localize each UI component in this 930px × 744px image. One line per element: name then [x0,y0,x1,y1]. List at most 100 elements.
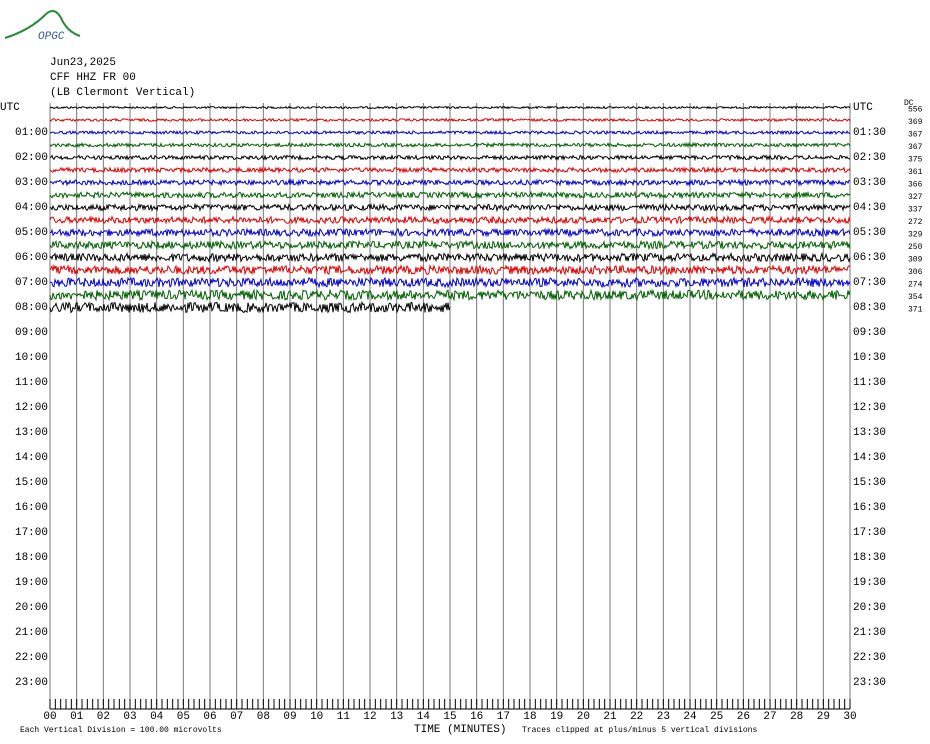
right-label: 22:30 [853,652,886,664]
x-tick-label: 03 [123,711,136,723]
dc-value: 327 [908,193,923,202]
dc-value: 306 [908,268,923,277]
right-label: 06:30 [853,252,886,264]
right-label: 10:30 [853,352,886,364]
left-label: 20:00 [15,602,48,614]
x-tick-label: 00 [43,711,56,723]
right-label: 23:30 [853,677,886,689]
right-label: 14:30 [853,452,886,464]
trace [49,178,851,187]
left-label: 06:00 [15,252,48,264]
trace [49,239,851,251]
trace [49,153,851,162]
right-label: 20:30 [853,602,886,614]
trace [49,141,851,149]
right-label: 17:30 [853,527,886,539]
right-label: 07:30 [853,277,886,289]
trace [49,288,851,302]
x-tick-label: 13 [390,711,403,723]
x-tick-label: 24 [683,711,697,723]
trace [49,300,451,314]
logo: OPGC [38,31,65,43]
left-label: 18:00 [15,552,48,564]
dc-value: 366 [908,181,923,190]
right-label: 19:30 [853,577,886,589]
right-label: 11:30 [853,377,886,389]
x-tick-label: 01 [70,711,84,723]
left-label: 13:00 [15,427,48,439]
left-label: 07:00 [15,277,48,289]
x-tick-label: 27 [763,711,776,723]
left-label: 15:00 [15,477,48,489]
right-label: 08:30 [853,302,886,314]
date: Jun23,2025 [50,57,116,69]
left-label: 11:00 [15,377,48,389]
right-label: UTC [853,102,873,114]
left-label: 21:00 [15,627,48,639]
x-tick-label: 26 [737,711,750,723]
left-label: 22:00 [15,652,48,664]
dc-value: 375 [908,156,923,165]
x-tick-label: 30 [843,711,856,723]
right-label: 18:30 [853,552,886,564]
x-tick-label: 29 [817,711,830,723]
location: (LB Clermont Vertical) [50,87,195,99]
logo-curve [4,10,81,39]
dc-value: 250 [908,243,923,252]
left-label: 03:00 [15,177,48,189]
left-label: UTC [0,102,20,114]
right-label: 09:30 [853,327,886,339]
x-tick-label: 05 [177,711,190,723]
x-tick-label: 09 [283,711,296,723]
x-tick-label: 20 [577,711,590,723]
trace [49,117,851,123]
dc-value: 354 [908,293,923,302]
dc-value: 309 [908,256,923,265]
trace [49,202,851,213]
x-tick-label: 07 [230,711,243,723]
trace [49,276,851,289]
x-tick-label: 04 [150,711,164,723]
right-label: 01:30 [853,127,886,139]
x-tick-label: 25 [710,711,723,723]
station: CFF HHZ FR 00 [50,72,136,84]
right-label: 02:30 [853,152,886,164]
dc-value: 371 [908,306,923,315]
left-label: 04:00 [15,202,48,214]
x-tick-label: 06 [203,711,216,723]
trace [49,129,851,136]
trace [49,190,851,200]
left-label: 12:00 [15,402,48,414]
dc-value: 369 [908,118,923,127]
dc-value: 274 [908,281,923,290]
x-tick-label: 02 [97,711,110,723]
right-label: 15:30 [853,477,886,489]
x-tick-label: 18 [523,711,536,723]
right-label: 05:30 [853,227,886,239]
left-label: 16:00 [15,502,48,514]
dc-value: 361 [908,168,923,177]
x-tick-label: 14 [417,711,431,723]
x-tick-label: 16 [470,711,483,723]
left-label: 08:00 [15,302,48,314]
trace [49,263,851,276]
left-label: 14:00 [15,452,48,464]
left-label: 23:00 [15,677,48,689]
trace [49,105,851,110]
x-tick-label: 11 [337,711,351,723]
left-label: 05:00 [15,227,48,239]
x-tick-label: 23 [657,711,670,723]
dc-header: DC [904,99,914,108]
trace [49,227,851,238]
left-label: 09:00 [15,327,48,339]
right-label: 13:30 [853,427,886,439]
left-label: 01:00 [15,127,48,139]
x-tick-label: 15 [443,711,456,723]
right-label: 12:30 [853,402,886,414]
x-tick-label: 22 [630,711,643,723]
right-label: 03:30 [853,177,886,189]
clipping-note: Traces clipped at plus/minus 5 vertical … [522,726,757,735]
x-tick-label: 10 [310,711,323,723]
x-tick-label: 28 [790,711,803,723]
